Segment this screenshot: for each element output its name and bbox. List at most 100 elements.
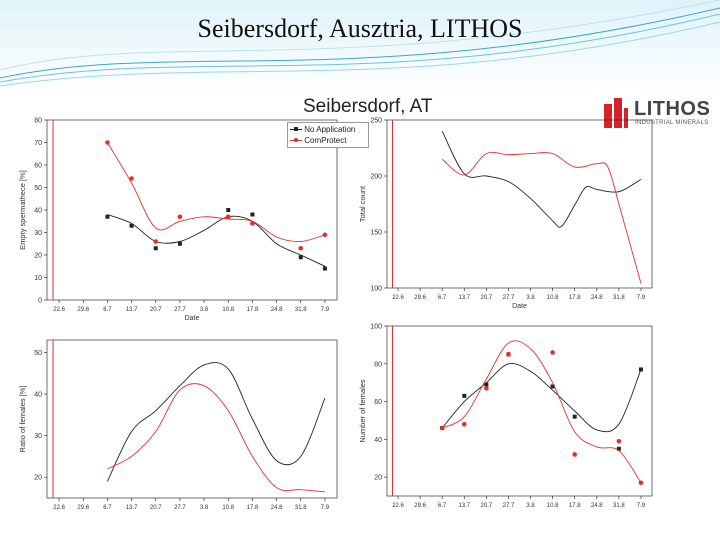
data-point-comprotect	[250, 221, 255, 226]
x-axis-label: Date	[512, 303, 527, 310]
series-line-comprotect	[441, 151, 642, 284]
y-tick-label: 60	[374, 399, 382, 406]
chart-total-count: 100 150 200 250 22.6 29.6 6.7 13.7 20.7 27.7 3.8 10…	[358, 118, 653, 310]
y-axis-label: Number of females	[358, 379, 367, 443]
chart-number-of-females: 20 40 60 80 100 22.6 29.6 6.7 13.7 20.7 27.7 3.8 10.…	[358, 324, 653, 509]
x-tick-label: 29.6	[414, 503, 426, 509]
data-point-comprotect	[638, 480, 644, 486]
x-tick-label: 27.7	[503, 295, 515, 301]
x-tick-label: 20.7	[481, 503, 493, 509]
data-point-comprotect	[322, 232, 328, 238]
data-point-no-application	[484, 382, 489, 387]
logo-name: LITHOS	[634, 98, 711, 120]
y-tick-label: 20	[34, 475, 42, 482]
y-tick-label: 70	[34, 140, 42, 147]
plot-frame	[386, 325, 653, 497]
legend-swatch	[290, 127, 302, 132]
y-tick-label: 0	[38, 298, 42, 305]
x-tick-label: 3.8	[526, 295, 535, 301]
data-point-comprotect	[439, 425, 445, 431]
data-point-no-application	[129, 223, 134, 228]
x-tick-label: 13.7	[126, 505, 138, 511]
legend-label: No Application	[304, 125, 356, 134]
data-point-comprotect	[129, 176, 134, 181]
y-tick-label: 200	[370, 174, 382, 181]
data-point-no-application	[298, 255, 303, 260]
legend: No Application ComProtect	[287, 122, 369, 148]
logo-subtitle: INDUSTRIAL MINERALS	[635, 120, 709, 126]
x-tick-label: 22.6	[392, 295, 404, 301]
y-tick-label: 10	[34, 275, 42, 282]
data-point-no-application	[153, 246, 158, 251]
x-tick-label: 6.7	[103, 505, 112, 511]
header-swoosh	[0, 0, 720, 87]
x-tick-label: 3.8	[526, 503, 535, 509]
data-point-comprotect	[105, 140, 110, 145]
x-tick-label: 17.8	[569, 503, 581, 509]
y-axis-label: Total count	[358, 185, 367, 222]
y-tick-label: 250	[370, 118, 382, 125]
figure-panel	[8, 93, 712, 533]
x-tick-label: 29.6	[77, 307, 89, 313]
data-point-no-application	[177, 241, 182, 246]
y-tick-label: 30	[34, 230, 42, 237]
y-tick-label: 150	[370, 230, 382, 237]
series-line-no-application	[441, 362, 642, 433]
lithos-logo: LITHOS INDUSTRIAL MINERALS	[604, 98, 710, 130]
x-tick-label: 7.9	[637, 503, 646, 509]
x-tick-label: 22.6	[53, 505, 65, 511]
x-tick-label: 24.8	[271, 505, 283, 511]
x-tick-label: 10.8	[547, 295, 559, 301]
data-point-comprotect	[298, 245, 304, 251]
data-point-comprotect	[177, 214, 183, 220]
x-tick-label: 20.7	[150, 505, 162, 511]
x-tick-label: 20.7	[481, 295, 493, 301]
data-point-no-application	[572, 414, 577, 419]
x-tick-label: 10.8	[222, 307, 234, 313]
data-point-no-application	[105, 214, 110, 219]
y-axis-label: Empty spermathece [%]	[18, 170, 27, 250]
legend-label: ComProtect	[304, 136, 347, 145]
y-tick-label: 30	[34, 433, 42, 440]
y-tick-label: 20	[34, 253, 42, 260]
x-tick-label: 10.8	[547, 503, 559, 509]
data-point-no-application	[462, 393, 467, 398]
x-tick-label: 27.7	[174, 307, 186, 313]
x-tick-label: 24.8	[591, 295, 603, 301]
x-tick-label: 6.7	[438, 295, 447, 301]
y-tick-label: 100	[370, 324, 382, 331]
y-tick-label: 20	[374, 475, 382, 482]
data-point-no-application	[616, 446, 621, 451]
x-tick-label: 10.8	[222, 505, 234, 511]
y-tick-label: 100	[370, 286, 382, 293]
chart-empty-spermatheca: 0 10 20 30 40 50 60 70 80 22.6 29.6 6.7 13.7 20.7 27.7…	[18, 118, 338, 322]
data-point-no-application	[550, 384, 555, 389]
y-tick-label: 40	[34, 392, 42, 399]
x-tick-label: 17.8	[247, 505, 259, 511]
data-point-no-application	[638, 367, 643, 372]
y-tick-label: 60	[34, 163, 42, 170]
x-tick-label: 17.8	[569, 295, 581, 301]
x-tick-label: 6.7	[103, 307, 112, 313]
data-point-comprotect	[572, 452, 578, 457]
data-point-no-application	[250, 212, 255, 217]
x-tick-label: 27.7	[503, 503, 515, 509]
x-tick-label: 31.8	[295, 307, 307, 313]
data-point-no-application	[226, 208, 231, 212]
series-line-no-application	[106, 362, 326, 482]
data-point-no-application	[322, 266, 327, 271]
data-point-comprotect	[225, 214, 231, 220]
x-tick-label: 7.9	[321, 307, 330, 313]
plot-frame	[386, 119, 653, 289]
series-line-comprotect	[107, 383, 325, 493]
x-tick-label: 31.8	[295, 505, 307, 511]
plot-frame	[46, 339, 338, 499]
series-line-comprotect	[441, 340, 642, 484]
series-line-no-application	[107, 214, 326, 267]
x-tick-label: 7.9	[637, 295, 646, 301]
y-tick-label: 40	[34, 208, 42, 215]
data-point-comprotect	[461, 421, 467, 427]
x-tick-label: 17.8	[247, 307, 259, 313]
chart-ratio-of-females: 20 30 40 50 22.6 29.6 6.7 13.7 20.7 27.7 3.8 10.8 17…	[18, 339, 338, 511]
x-tick-label: 24.8	[271, 307, 283, 313]
